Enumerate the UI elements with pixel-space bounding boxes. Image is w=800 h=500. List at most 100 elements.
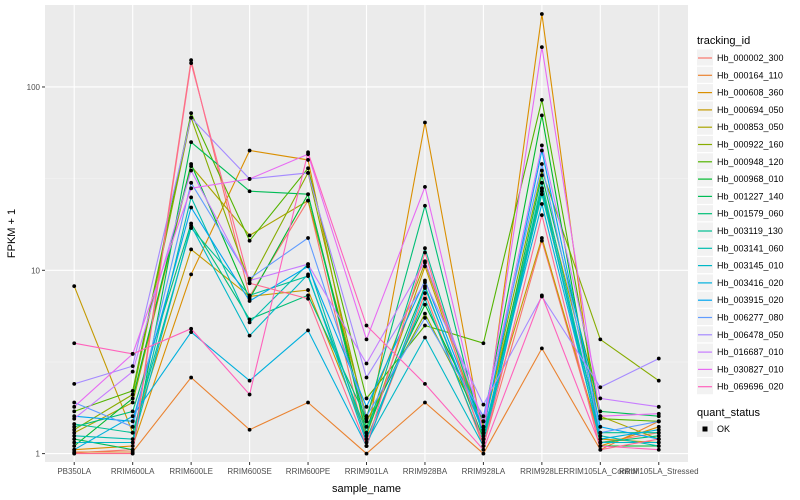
data-point (364, 440, 369, 445)
legend-label: Hb_000948_120 (717, 157, 784, 167)
legend-label: Hb_000922_160 (717, 140, 784, 150)
data-point (539, 213, 544, 218)
data-point (306, 262, 310, 267)
x-axis: PB350LA RRIM600LA RRIM600LE RRIM600SE RRIM60… (57, 462, 699, 476)
data-point (306, 236, 310, 240)
data-point (656, 424, 661, 429)
legend-label: Hb_001227_140 (717, 191, 784, 201)
legend-label: Hb_000694_050 (717, 105, 784, 115)
legend-label: Hb_001579_060 (717, 209, 784, 219)
legend: tracking_id Hb_000002_300Hb_000164_110Hb… (697, 35, 784, 437)
data-point (130, 364, 135, 369)
data-point (598, 444, 603, 448)
legend-label: Hb_003915_020 (717, 295, 784, 305)
data-point (306, 293, 310, 298)
data-point (130, 392, 135, 397)
data-point (130, 414, 135, 419)
data-point (72, 400, 77, 405)
data-point (306, 150, 310, 155)
data-point (481, 433, 486, 438)
data-point (189, 162, 194, 166)
x-tick-label: RRIM105LA_Stressed (619, 467, 699, 476)
legend-label: Hb_006277_080 (717, 313, 784, 323)
data-point (130, 424, 135, 429)
data-point (130, 437, 135, 441)
data-point (189, 115, 194, 120)
data-point (247, 378, 252, 383)
data-point (539, 162, 544, 166)
data-point (481, 419, 486, 424)
data-point (72, 284, 77, 288)
legend-title: tracking_id (697, 35, 750, 47)
data-point (423, 280, 427, 285)
data-point (539, 173, 544, 178)
shape-legend-items: OK (697, 421, 730, 437)
data-point (364, 430, 369, 435)
legend-label: Hb_000002_300 (717, 53, 784, 63)
data-point (72, 451, 77, 456)
y-tick-label: 100 (27, 83, 41, 92)
data-point (189, 61, 194, 65)
y-tick-label: 10 (31, 266, 40, 275)
data-point (364, 444, 369, 448)
data-point (247, 293, 252, 298)
data-point (364, 437, 369, 441)
data-point (72, 416, 77, 421)
data-point (364, 361, 369, 366)
legend-label: Hb_003119_130 (717, 226, 783, 236)
data-point (72, 440, 77, 445)
data-point (656, 411, 661, 416)
data-point (656, 404, 661, 409)
legend-label: Hb_003416_020 (717, 278, 784, 288)
data-point (423, 120, 427, 125)
data-point (481, 430, 486, 435)
data-point (72, 341, 77, 346)
data-point (189, 195, 194, 200)
data-point (130, 451, 135, 456)
data-point (247, 333, 252, 338)
data-point (539, 98, 544, 102)
data-point (189, 205, 194, 210)
x-tick-label: RRIM105LA_Control (563, 467, 637, 476)
legend-label: Hb_016687_010 (717, 347, 784, 357)
data-point (539, 346, 544, 351)
data-point (423, 335, 427, 340)
legend-label: Hb_000853_050 (717, 122, 784, 132)
data-point (481, 440, 486, 445)
data-point (306, 170, 310, 175)
x-tick-label: RRIM928LA (462, 467, 506, 476)
data-point (598, 409, 603, 414)
x-tick-label: RRIM928LE (520, 467, 564, 476)
data-point (130, 369, 135, 374)
data-point (481, 447, 486, 452)
data-point (423, 315, 427, 320)
shape-legend-marker (702, 426, 708, 432)
legend-label: Hb_000608_360 (717, 88, 784, 98)
grid (45, 5, 688, 462)
data-point (189, 168, 194, 173)
data-point (539, 180, 544, 185)
data-point (72, 382, 77, 386)
data-point (72, 424, 77, 429)
data-point (539, 202, 544, 206)
data-point (247, 299, 252, 303)
data-point (247, 317, 252, 322)
legend-label: Hb_069696_020 (717, 382, 784, 392)
data-point (189, 111, 194, 116)
data-point (481, 437, 486, 441)
data-point (130, 440, 135, 445)
data-point (72, 404, 77, 409)
data-point (423, 400, 427, 405)
data-point (539, 238, 544, 243)
data-point (481, 341, 486, 346)
data-point (364, 404, 369, 409)
data-point (481, 414, 486, 419)
data-point (656, 378, 661, 383)
data-point (189, 247, 194, 252)
data-point (598, 424, 603, 429)
x-tick-label: RRIM901LA (345, 467, 389, 476)
data-point (247, 281, 252, 286)
data-point (598, 430, 603, 435)
data-point (306, 296, 310, 301)
data-point (189, 186, 194, 191)
